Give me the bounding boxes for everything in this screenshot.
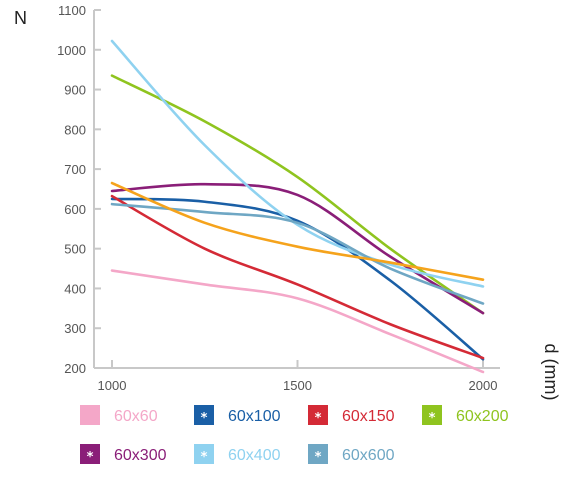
- legend-swatch: [308, 405, 328, 425]
- x-tick-label: 2000: [469, 378, 498, 393]
- y-tick-label: 300: [64, 321, 86, 336]
- legend-swatch: [194, 405, 214, 425]
- y-tick-label: 900: [64, 83, 86, 98]
- legend-label: 60x60: [114, 408, 158, 425]
- series-line-60x400: [110, 39, 485, 288]
- y-tick-label: 1000: [57, 43, 86, 58]
- legend-item-60x400: * 60x400: [194, 444, 281, 465]
- legend-swatch: [308, 444, 328, 464]
- legend-swatch: [422, 405, 442, 425]
- legend-label: 60x100: [228, 408, 281, 425]
- series-line-60x100: [110, 197, 485, 361]
- legend-star-icon: *: [315, 450, 322, 465]
- axes: 200 300 400 500 600 700 800 900 1000 1100 1000 1500…: [57, 3, 500, 393]
- y-tick-label: 800: [64, 122, 86, 137]
- y-tick-label: 400: [64, 281, 86, 296]
- series-lines: [110, 39, 485, 374]
- series-line-60x300: [110, 182, 485, 315]
- y-tick-label: 200: [64, 361, 86, 376]
- y-tick-label: 1100: [58, 3, 86, 18]
- y-tick-label: 700: [64, 162, 86, 177]
- series-line-60x600: [110, 202, 485, 305]
- series-line-60x200: [110, 74, 485, 315]
- legend-swatch: [80, 444, 100, 464]
- series-line-60x60: [110, 269, 485, 374]
- legend-swatch: [80, 405, 100, 425]
- y-tick-label: 500: [64, 242, 86, 257]
- series-line-unlabeled: [110, 181, 485, 281]
- legend-label: 60x150: [342, 408, 395, 425]
- legend-star-icon: *: [201, 450, 208, 465]
- legend-label: 60x300: [114, 447, 167, 464]
- legend-label: 60x200: [456, 408, 509, 425]
- legend-star-icon: *: [429, 411, 436, 426]
- y-tick-label: 600: [64, 202, 86, 217]
- legend-item-60x150: * 60x150: [308, 405, 395, 426]
- legend-star-icon: *: [87, 450, 94, 465]
- legend-label: 60x400: [228, 447, 281, 464]
- x-tick-label: 1000: [98, 378, 127, 393]
- legend-label: 60x600: [342, 447, 395, 464]
- legend: 60x60 * 60x100 * 60x150 * 60x200 * 60x300 * 60x400…: [80, 405, 509, 465]
- legend-star-icon: *: [201, 411, 208, 426]
- y-axis-title: N: [14, 8, 27, 28]
- series-line-60x150: [110, 194, 485, 360]
- legend-swatch: [194, 444, 214, 464]
- legend-item-60x300: * 60x300: [80, 444, 167, 465]
- legend-item-60x60: 60x60: [80, 405, 158, 425]
- legend-star-icon: *: [315, 411, 322, 426]
- x-axis-title: d (mm): [541, 344, 561, 401]
- legend-item-60x600: * 60x600: [308, 444, 395, 465]
- legend-item-60x100: * 60x100: [194, 405, 281, 426]
- legend-item-60x200: * 60x200: [422, 405, 509, 426]
- x-tick-label: 1500: [283, 378, 312, 393]
